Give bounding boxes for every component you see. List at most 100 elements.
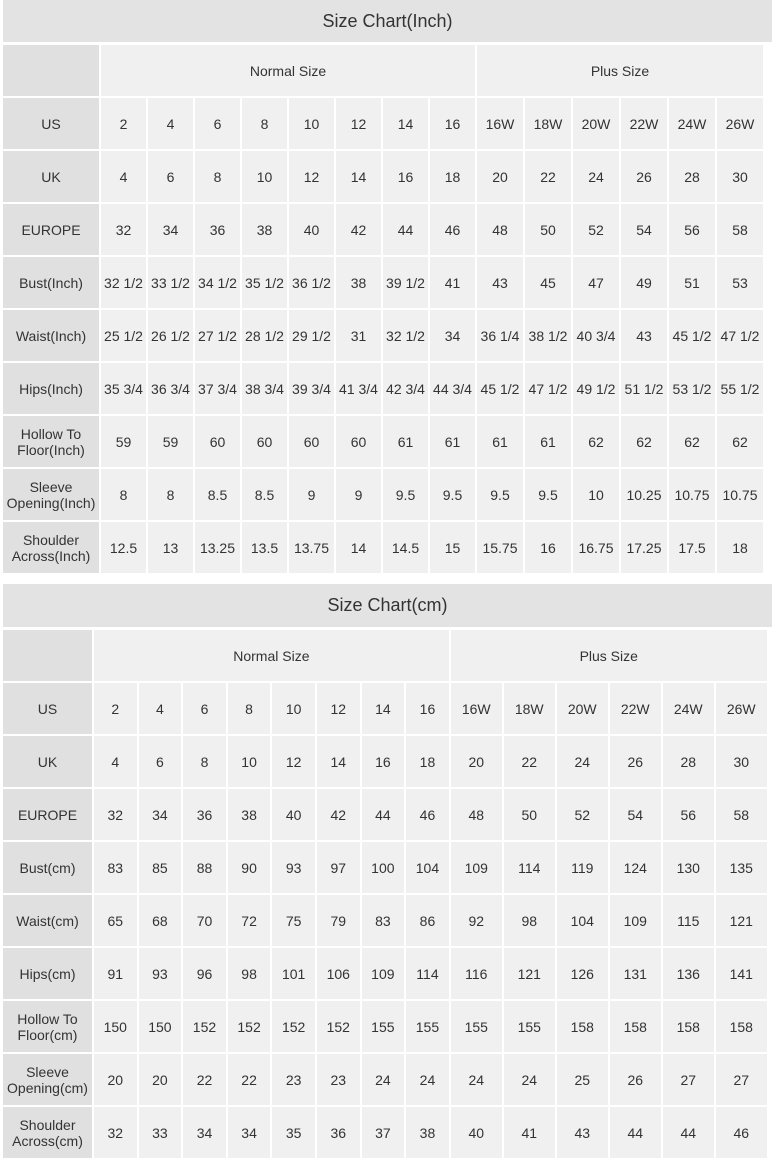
size-cell: 152 [183, 1001, 226, 1052]
size-cell: 8.5 [242, 469, 287, 520]
size-cell: 6 [195, 98, 240, 149]
size-cell: 20 [477, 151, 523, 202]
table-row: Sleeve Opening(Inch) 8 8 8.5 8.5 9 9 9.5 9.5 9.5 9… [3, 469, 763, 520]
row-label: Waist(Inch) [3, 310, 99, 361]
size-cell: 44 [383, 204, 428, 255]
size-cell: 37 [361, 1107, 405, 1158]
size-cell: 61 [430, 416, 475, 467]
row-label: US [3, 683, 92, 734]
size-cell: 18 [406, 736, 449, 787]
size-cell: 61 [477, 416, 523, 467]
size-cell: 38 [336, 257, 381, 308]
size-cell: 20 [94, 1054, 137, 1105]
size-cell: 52 [556, 789, 608, 840]
table-row: EUROPE 32 34 36 38 40 42 44 46 48 50 52 54 56 58 [3, 789, 767, 840]
size-cell: 24 [573, 151, 619, 202]
row-label: Waist(cm) [3, 895, 92, 946]
size-cell: 98 [227, 948, 271, 999]
size-cell: 109 [609, 895, 661, 946]
size-cell: 46 [715, 1107, 767, 1158]
size-cell: 20W [573, 98, 619, 149]
size-cell: 104 [406, 842, 449, 893]
size-cell: 38 1/2 [525, 310, 571, 361]
size-cell: 14 [383, 98, 428, 149]
size-cell: 109 [361, 948, 405, 999]
size-cell: 31 [336, 310, 381, 361]
size-cell: 20 [138, 1054, 182, 1105]
size-cell: 8 [242, 98, 287, 149]
size-cell: 97 [316, 842, 360, 893]
size-cell: 2 [94, 683, 137, 734]
size-cell: 35 [272, 1107, 315, 1158]
size-cell: 14 [361, 683, 405, 734]
size-cell: 8 [195, 151, 240, 202]
size-cell: 16 [383, 151, 428, 202]
size-cell: 24W [669, 98, 715, 149]
size-cell: 22 [503, 736, 555, 787]
size-cell: 42 [316, 789, 360, 840]
size-cell: 119 [556, 842, 608, 893]
size-cell: 152 [272, 1001, 315, 1052]
size-cell: 25 1/2 [101, 310, 146, 361]
size-cell: 8.5 [195, 469, 240, 520]
inch-size-table: Normal Size Plus Size US 2 4 6 8 10 12 14 16 16W 18W… [1, 43, 765, 575]
size-cell: 13.75 [289, 522, 334, 573]
size-cell: 18W [503, 683, 555, 734]
size-cell: 26W [717, 98, 763, 149]
table-row: Waist(Inch) 25 1/2 26 1/2 27 1/2 28 1/2 29 1/… [3, 310, 763, 361]
size-cell: 38 [227, 789, 271, 840]
size-cell: 83 [94, 842, 137, 893]
size-cell: 130 [662, 842, 714, 893]
size-cell: 14.5 [383, 522, 428, 573]
size-cell: 43 [621, 310, 667, 361]
size-cell: 17.5 [669, 522, 715, 573]
size-cell: 62 [621, 416, 667, 467]
size-cell: 12 [289, 151, 334, 202]
size-cell: 41 [430, 257, 475, 308]
size-cell: 44 [662, 1107, 714, 1158]
table-row: Hips(cm) 91 93 96 98 101 106 109 114 116 121 126 131… [3, 948, 767, 999]
size-cell: 10 [272, 683, 315, 734]
row-label: Hollow To Floor(Inch) [3, 416, 99, 467]
size-cell: 114 [406, 948, 449, 999]
size-cell: 101 [272, 948, 315, 999]
size-cell: 93 [272, 842, 315, 893]
size-cell: 22W [609, 683, 661, 734]
size-cell: 24 [361, 1054, 405, 1105]
size-cell: 49 [621, 257, 667, 308]
size-cell: 29 1/2 [289, 310, 334, 361]
size-cell: 4 [101, 151, 146, 202]
size-cell: 39 3/4 [289, 363, 334, 414]
size-cell: 61 [383, 416, 428, 467]
size-cell: 42 [336, 204, 381, 255]
size-cell: 18 [717, 522, 763, 573]
size-cell: 32 [101, 204, 146, 255]
table-row: Sleeve Opening(cm) 20 20 22 22 23 23 24 24 24 24 25… [3, 1054, 767, 1105]
cm-size-table: Normal Size Plus Size US 2 4 6 8 10 12 14 16 16W 18W… [1, 628, 769, 1160]
size-cell: 53 [717, 257, 763, 308]
normal-size-header: Normal Size [94, 630, 449, 681]
size-cell: 20 [450, 736, 502, 787]
size-cell: 109 [450, 842, 502, 893]
table-row: Waist(cm) 65 68 70 72 75 79 83 86 92 98 104 109 115 12… [3, 895, 767, 946]
row-label: Shoulder Across(cm) [3, 1107, 92, 1158]
group-header-row: Normal Size Plus Size [3, 45, 763, 96]
size-cell: 158 [609, 1001, 661, 1052]
size-cell: 41 3/4 [336, 363, 381, 414]
size-cell: 34 [183, 1107, 226, 1158]
size-cell: 22 [227, 1054, 271, 1105]
size-cell: 17.25 [621, 522, 667, 573]
corner-cell [3, 630, 92, 681]
size-cell: 22 [183, 1054, 226, 1105]
size-cell: 27 [662, 1054, 714, 1105]
size-cell: 10 [227, 736, 271, 787]
size-cell: 6 [148, 151, 193, 202]
size-cell: 72 [227, 895, 271, 946]
size-cell: 124 [609, 842, 661, 893]
size-cell: 54 [621, 204, 667, 255]
size-cell: 16 [406, 683, 449, 734]
size-cell: 33 [138, 1107, 182, 1158]
size-cell: 49 1/2 [573, 363, 619, 414]
size-cell: 34 1/2 [195, 257, 240, 308]
size-cell: 62 [573, 416, 619, 467]
